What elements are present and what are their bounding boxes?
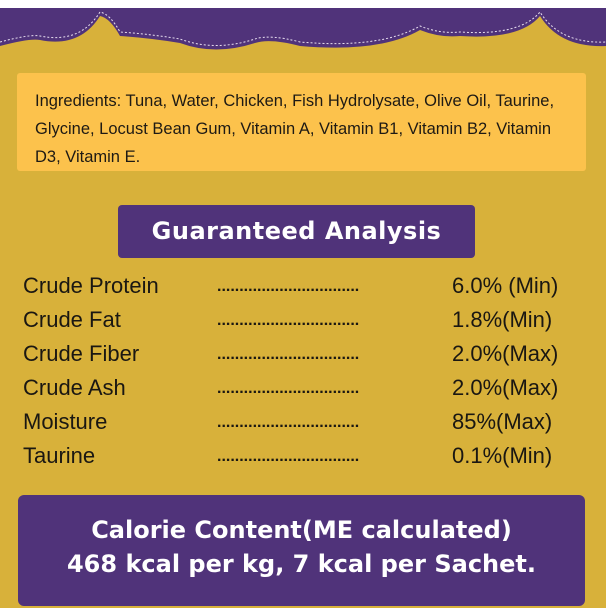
label-panel: Ingredients: Tuna, Water, Chicken, Fish … bbox=[0, 8, 606, 608]
analysis-row: Crude Protein...........................… bbox=[0, 270, 606, 304]
calorie-title: Calorie Content(ME calculated) bbox=[91, 516, 512, 544]
nutrient-value: 1.8%(Min) bbox=[452, 307, 553, 332]
nutrient-label: Crude Fiber bbox=[23, 341, 140, 366]
nutrient-label: Crude Ash bbox=[23, 375, 126, 400]
dot-leader: ................................ bbox=[217, 414, 360, 431]
analysis-row: Crude Ash...............................… bbox=[0, 372, 606, 406]
dot-leader: ................................ bbox=[217, 448, 360, 465]
calorie-content-box: Calorie Content(ME calculated) 468 kcal … bbox=[18, 495, 585, 606]
ingredients-box: Ingredients: Tuna, Water, Chicken, Fish … bbox=[17, 73, 586, 171]
analysis-row: Crude Fat...............................… bbox=[0, 304, 606, 338]
scalloped-header-decoration bbox=[0, 8, 606, 50]
analysis-row: Crude Fiber.............................… bbox=[0, 338, 606, 372]
nutrient-label: Crude Fat bbox=[23, 307, 121, 332]
analysis-row: Taurine................................ 0… bbox=[0, 440, 606, 474]
nutrient-label: Moisture bbox=[23, 409, 108, 434]
calorie-values: 468 kcal per kg, 7 kcal per Sachet. bbox=[66, 550, 536, 578]
nutrient-value: 2.0%(Max) bbox=[452, 341, 559, 366]
nutrient-label: Crude Protein bbox=[23, 273, 159, 298]
nutrient-value: 6.0% (Min) bbox=[452, 273, 559, 298]
dot-leader: ................................ bbox=[217, 346, 360, 363]
dot-leader: ................................ bbox=[217, 380, 360, 397]
analysis-table: Crude Protein...........................… bbox=[0, 270, 606, 474]
dot-leader: ................................ bbox=[217, 278, 360, 295]
nutrient-value: 0.1%(Min) bbox=[452, 443, 553, 468]
dot-leader: ................................ bbox=[217, 312, 360, 329]
analysis-row: Moisture................................… bbox=[0, 406, 606, 440]
guaranteed-analysis-heading: Guaranteed Analysis bbox=[118, 205, 475, 258]
nutrient-value: 2.0%(Max) bbox=[452, 375, 559, 400]
nutrient-value: 85%(Max) bbox=[452, 409, 553, 434]
nutrient-label: Taurine bbox=[23, 443, 96, 468]
